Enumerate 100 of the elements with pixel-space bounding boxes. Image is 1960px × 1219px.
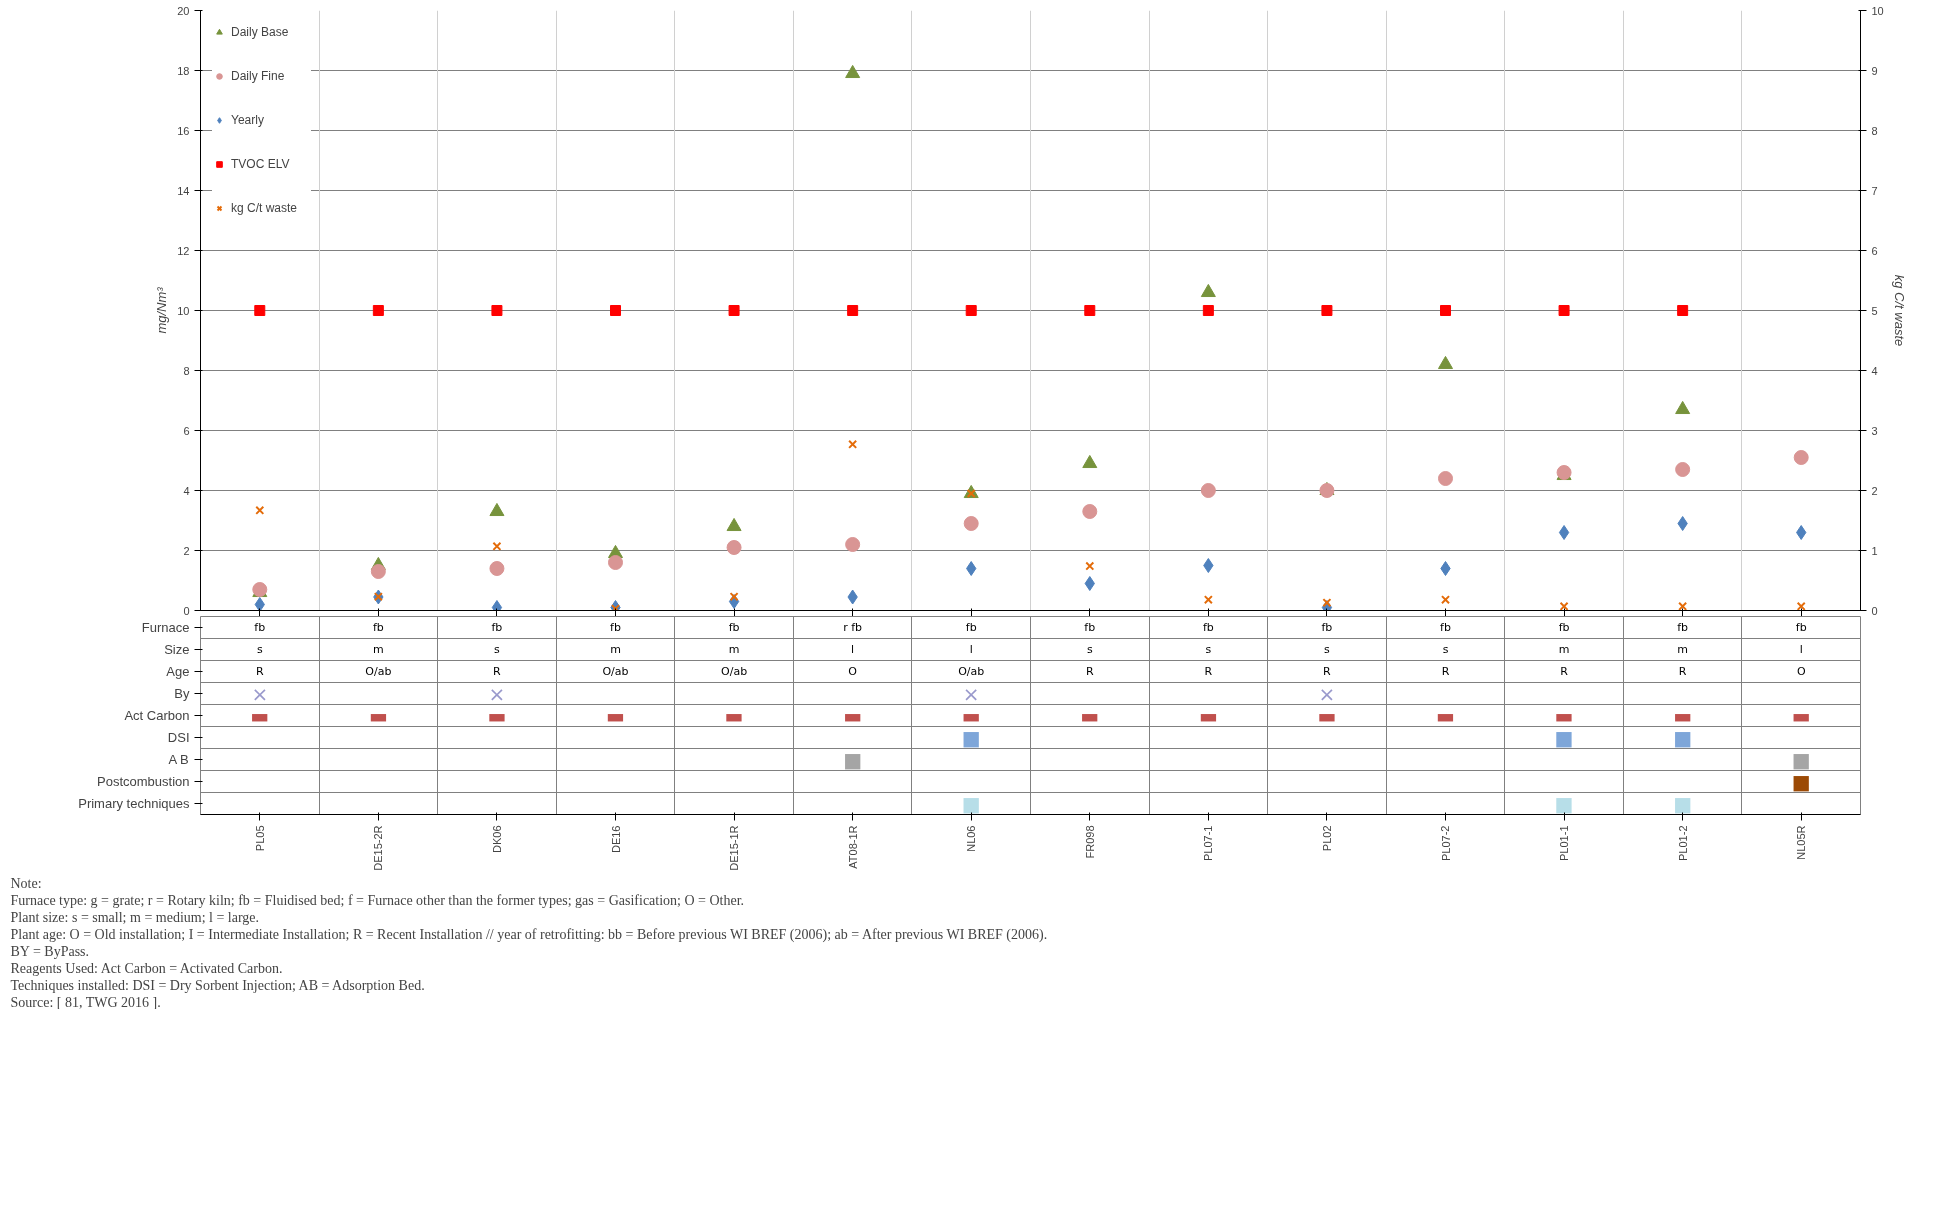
text: ■ (843, 747, 863, 772)
x-tick-label: PL07-2 (1439, 825, 1452, 861)
text: O (848, 665, 857, 678)
text: m (1677, 643, 1688, 656)
y-tick-label: 4 (183, 484, 190, 497)
text: O (1796, 665, 1806, 678)
x-tick-label: NL05R (1795, 825, 1808, 860)
text: R (1441, 665, 1450, 678)
x-tick-label: PL05 (253, 825, 266, 852)
y2-tick-label: 7 (1871, 184, 1878, 197)
text: fb (610, 621, 621, 634)
y2-tick-label: 10 (1871, 4, 1884, 17)
text: ■ (1673, 725, 1693, 750)
text: BY = ByPass. (10, 943, 90, 959)
y-tick-label: 8 (183, 364, 190, 377)
text: m (610, 643, 621, 656)
y-tick-label: Furnace (141, 620, 190, 635)
y-axis-title: mg/Nm³ (154, 286, 170, 334)
legend-label: TVOC ELV (231, 157, 291, 171)
y2-tick-label: 5 (1871, 304, 1878, 317)
text: s (1086, 643, 1093, 656)
text: O/ab (958, 665, 985, 678)
text: ▬ (1436, 703, 1455, 728)
text: × (1318, 681, 1336, 706)
text: R (1085, 665, 1094, 678)
text: ▬ (606, 703, 625, 728)
text: R (1323, 665, 1331, 678)
x-tick-label: NL06 (965, 825, 978, 852)
y2-axis-title: kg C/t waste (1891, 274, 1907, 347)
text: × (962, 681, 980, 706)
x-tick-label: FR098 (1083, 825, 1096, 859)
text: ▬ (368, 703, 388, 728)
text: ▬ (250, 703, 270, 728)
y-tick-label: 12 (177, 244, 190, 257)
text: s (1442, 643, 1449, 656)
text: O/ab (365, 665, 392, 678)
text: ▬ (1080, 703, 1100, 728)
text: fb (1558, 621, 1570, 634)
y-tick-label: By (174, 686, 190, 701)
x-tick-label: PL01-1 (1558, 825, 1571, 861)
text: ▬ (1198, 703, 1218, 728)
text: s (494, 643, 500, 656)
text: R (1678, 665, 1687, 678)
source-note: Source: [ 81, TWG 2016 ]. (10, 994, 161, 1010)
text: ■ (961, 791, 981, 816)
text: Furnace type: g = grate; r = Rotary kiln; fb = Fluidised bed; f = Furnace other than the former types; gas = Gasification; O = Other. (10, 892, 745, 908)
text: ■ (1673, 791, 1693, 816)
legend-label: kg C/t waste (231, 201, 299, 215)
text: fb (1321, 621, 1333, 634)
text: fb (491, 621, 503, 634)
text: fb (1795, 621, 1807, 634)
y-tick-label: DSI (167, 730, 190, 745)
y-tick-label: 6 (183, 424, 190, 437)
text: × (488, 681, 506, 706)
legend-label: Daily Fine (231, 69, 286, 83)
text: O/ab (602, 665, 629, 678)
text: ▬ (961, 703, 981, 728)
text: R (1560, 665, 1568, 678)
text: ▬ (1791, 703, 1811, 728)
text: ■ (1791, 747, 1811, 772)
text: fb (965, 621, 977, 634)
y2-tick-label: 4 (1871, 364, 1878, 377)
x-tick-label: DE15-2R (372, 825, 385, 871)
legend-label: Daily Base (231, 25, 290, 39)
text: l (1799, 643, 1803, 656)
y2-tick-label: 0 (1871, 604, 1878, 617)
text: R (1204, 665, 1213, 678)
text: m (1558, 643, 1570, 656)
text: Techniques installed: DSI = Dry Sorbent Injection; AB = Adsorption Bed. (10, 977, 425, 993)
y-tick-label: 2 (183, 544, 190, 557)
y-tick-label: 16 (177, 124, 190, 137)
text: s (256, 643, 263, 656)
text: fb (728, 621, 740, 634)
text: ■ (1791, 769, 1811, 794)
y-tick-label: Act Carbon (124, 708, 190, 723)
legend-label: Yearly (231, 113, 265, 127)
text: ▬ (1317, 703, 1337, 728)
y-tick-label: 20 (177, 4, 190, 17)
y-tick-label: Postcombustion (97, 774, 190, 789)
text: O/ab (721, 665, 748, 678)
text: fb (1677, 621, 1689, 634)
text: l (851, 643, 855, 656)
y2-tick-label: 1 (1871, 544, 1878, 557)
y2-tick-label: 6 (1871, 244, 1878, 257)
text: Note: (10, 875, 42, 891)
text: × (251, 681, 269, 706)
text: m (728, 643, 740, 656)
text: l (969, 643, 973, 656)
text: ▬ (1554, 703, 1574, 728)
y2-tick-label: 8 (1871, 124, 1878, 137)
text: Plant age: O = Old installation; I = Intermediate Installation; R = Recent Installation // year of retrofitting: bb = Before previous WI BREF (2006); ab = After previous WI BREF (2006). (10, 926, 1048, 943)
text: m (373, 643, 384, 656)
x-tick-label: PL01-2 (1676, 825, 1689, 861)
text: fb (1202, 621, 1214, 634)
text: R (493, 665, 501, 678)
y-tick-label: 18 (177, 64, 190, 77)
x-tick-label: DE15-1R (728, 825, 741, 871)
text: ■ (1554, 791, 1574, 816)
text: ▬ (1673, 703, 1693, 728)
y-tick-label: 10 (177, 304, 190, 317)
